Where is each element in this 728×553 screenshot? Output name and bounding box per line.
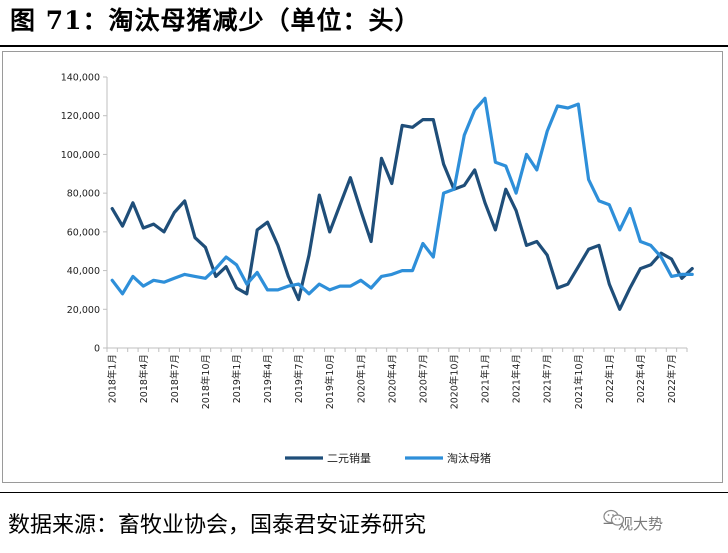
x-tick-label: 2018年7月 [169,354,181,403]
x-tick-label: 2019年4月 [262,354,274,403]
x-tick-label: 2022年7月 [666,354,678,403]
y-tick-label: 0 [94,344,100,355]
figure-title: 图 71：淘汰母猪减少（单位：头） [10,6,421,35]
y-tick-label: 100,000 [61,150,100,161]
y-tick-label: 120,000 [61,111,100,122]
y-tick-label: 40,000 [67,266,100,277]
x-tick-label: 2021年10月 [573,354,585,409]
x-tick-label: 2020年1月 [355,354,367,403]
chart-frame: 0 20,000 40,000 60,000 80,000 100,000 120,000 1… [2,51,723,483]
x-tick-label: 2021年1月 [480,354,492,403]
x-tick-label: 2022年4月 [635,354,647,403]
x-tick-label: 2022年1月 [604,354,616,403]
x-tick-label: 2019年7月 [293,354,305,403]
y-tick-label: 140,000 [61,73,100,84]
y-tick-label: 80,000 [67,189,100,200]
x-tick-label: 2018年4月 [138,354,150,403]
footer-rule [0,492,728,493]
source-note: 数据来源：畜牧业协会，国泰君安证券研究 [8,513,427,538]
x-tick-label: 2020年10月 [448,354,460,409]
x-tick-label: 2021年4月 [511,354,523,403]
x-tick-label: 2018年10月 [200,354,212,409]
x-axis-ticks: 2018年1月 2018年4月 2018年7月 2018年10月 2019年1月 2019… [106,348,688,409]
legend-label: 淘汰母猪 [447,451,491,465]
wechat-icon [603,509,625,526]
y-tick-label: 20,000 [67,305,100,316]
legend-label: 二元销量 [327,451,371,465]
x-tick-label: 2019年1月 [231,354,243,403]
x-tick-label: 2021年7月 [542,354,554,403]
series-line-culled-sows [110,96,694,296]
series-layer [110,96,694,311]
watermark: 一观大势 [603,509,663,539]
title-rule [0,45,728,47]
x-tick-label: 2018年1月 [107,354,119,403]
series-line-binary-sales [110,117,694,311]
y-axis-ticks: 0 20,000 40,000 60,000 80,000 100,000 120,000 1… [61,73,107,355]
x-tick-label: 2020年4月 [386,354,398,403]
line-chart: 0 20,000 40,000 60,000 80,000 100,000 120,000 1… [61,73,694,465]
y-tick-label: 60,000 [67,227,100,238]
x-tick-label: 2019年10月 [324,354,336,409]
x-tick-label: 2020年7月 [417,354,429,403]
legend: 二元销量 淘汰母猪 [285,451,491,465]
